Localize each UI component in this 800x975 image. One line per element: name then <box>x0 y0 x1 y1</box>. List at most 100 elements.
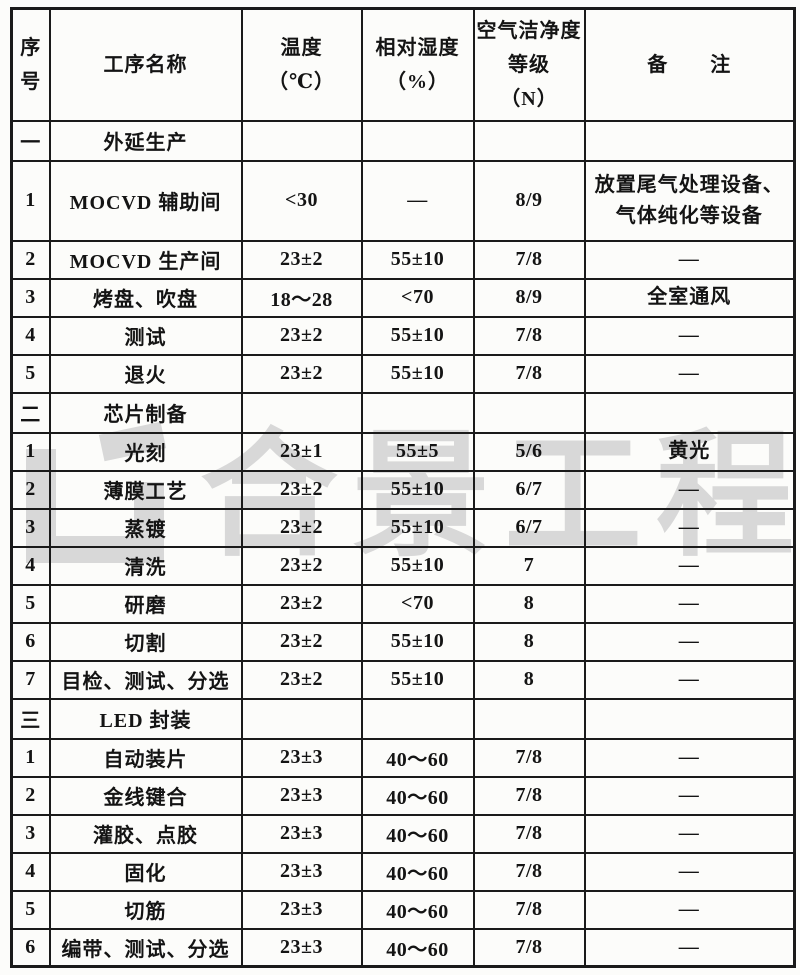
cell-cleanliness: 7/8 <box>472 927 586 968</box>
cell-process: 切割 <box>48 621 243 662</box>
cell-cleanliness: 7/8 <box>472 851 586 892</box>
cell-process: 灌胶、点胶 <box>48 813 243 854</box>
cell-humidity: — <box>360 159 475 242</box>
table-row: 3 灌胶、点胶 23±3 40～60 7/8 — <box>10 813 796 854</box>
section-row: 三 LED 封装 <box>10 697 796 740</box>
cell-process: MOCVD 辅助间 <box>48 159 243 242</box>
cell-remark: — <box>583 775 796 816</box>
cell-process: 固化 <box>48 851 243 892</box>
cell-cleanliness: 8 <box>472 659 586 700</box>
cell-temperature: 23±2 <box>240 583 363 624</box>
cell-cleanliness: 8/9 <box>472 159 586 242</box>
cell-remark: — <box>583 239 796 280</box>
cell-remark: — <box>583 659 796 700</box>
cell-temperature: 23±2 <box>240 621 363 662</box>
header-temperature: 温度 （℃） <box>240 7 363 122</box>
table-row: 3 烤盘、吹盘 18～28 <70 8/9 全室通风 <box>10 277 796 318</box>
cell-temperature: 23±3 <box>240 851 363 892</box>
cell-humidity: 40～60 <box>360 813 475 854</box>
cell-remark: — <box>583 889 796 930</box>
cell-temperature: 23±2 <box>240 239 363 280</box>
cell-remark: — <box>583 927 796 968</box>
cell-index: 2 <box>10 239 51 280</box>
table-row: 1 光刻 23±1 55±5 5/6 黄光 <box>10 431 796 472</box>
cell-temperature: 23±2 <box>240 469 363 510</box>
header-index: 序号 <box>10 7 51 122</box>
table-header-row: 序号 工序名称 温度 （℃） 相对湿度 （%） 空气洁净度 等级 （N） 备 注 <box>10 7 796 122</box>
cell-cleanliness: 7/8 <box>472 813 586 854</box>
cell-temperature: 23±1 <box>240 431 363 472</box>
table-row: 5 退火 23±2 55±10 7/8 — <box>10 353 796 394</box>
cell-remark: 放置尾气处理设备、 气体纯化等设备 <box>583 159 796 242</box>
cell-index: 三 <box>10 697 51 740</box>
cell-cleanliness <box>472 697 586 740</box>
cell-cleanliness <box>472 119 586 162</box>
cell-temperature <box>240 391 363 434</box>
table-body: 一 外延生产 1 MOCVD 辅助间 <30 — 8/9 放置尾气处理设备、 气… <box>10 119 796 968</box>
cell-temperature <box>240 697 363 740</box>
table-row: 3 蒸镀 23±2 55±10 6/7 — <box>10 507 796 548</box>
cell-process: 清洗 <box>48 545 243 586</box>
cell-humidity: 40～60 <box>360 737 475 778</box>
cell-cleanliness: 7/8 <box>472 353 586 394</box>
cell-cleanliness: 6/7 <box>472 507 586 548</box>
cell-index: 1 <box>10 431 51 472</box>
cell-index: 2 <box>10 469 51 510</box>
cell-remark: 黄光 <box>583 431 796 472</box>
cell-process: 芯片制备 <box>48 391 243 434</box>
table-row: 2 薄膜工艺 23±2 55±10 6/7 — <box>10 469 796 510</box>
cell-temperature: 23±3 <box>240 813 363 854</box>
process-environment-table: 序号 工序名称 温度 （℃） 相对湿度 （%） 空气洁净度 等级 （N） 备 注… <box>10 7 796 968</box>
cell-humidity: <70 <box>360 277 475 318</box>
cell-index: 3 <box>10 813 51 854</box>
cell-cleanliness: 7/8 <box>472 239 586 280</box>
table-row: 6 切割 23±2 55±10 8 — <box>10 621 796 662</box>
cell-humidity: 55±5 <box>360 431 475 472</box>
cell-process: 外延生产 <box>48 119 243 162</box>
cell-humidity: 40～60 <box>360 889 475 930</box>
cell-process: 光刻 <box>48 431 243 472</box>
cell-humidity: 55±10 <box>360 315 475 356</box>
cell-humidity: <70 <box>360 583 475 624</box>
cell-remark: 全室通风 <box>583 277 796 318</box>
cell-index: 4 <box>10 545 51 586</box>
cell-process: 研磨 <box>48 583 243 624</box>
cell-index: 二 <box>10 391 51 434</box>
header-process: 工序名称 <box>48 7 243 122</box>
cell-humidity: 55±10 <box>360 507 475 548</box>
cell-process: LED 封装 <box>48 697 243 740</box>
cell-index: 一 <box>10 119 51 162</box>
cell-remark <box>583 697 796 740</box>
cell-index: 3 <box>10 277 51 318</box>
header-remarks: 备 注 <box>583 7 796 122</box>
table-row: 6 编带、测试、分选 23±3 40～60 7/8 — <box>10 927 796 968</box>
cell-cleanliness: 7 <box>472 545 586 586</box>
cell-remark <box>583 119 796 162</box>
cell-index: 1 <box>10 159 51 242</box>
section-row: 一 外延生产 <box>10 119 796 162</box>
cell-remark: — <box>583 315 796 356</box>
cell-humidity: 55±10 <box>360 545 475 586</box>
cell-remark: — <box>583 469 796 510</box>
cell-process: 蒸镀 <box>48 507 243 548</box>
cell-index: 4 <box>10 851 51 892</box>
cell-temperature: 23±2 <box>240 315 363 356</box>
table-row: 7 目检、测试、分选 23±2 55±10 8 — <box>10 659 796 700</box>
cell-index: 5 <box>10 583 51 624</box>
cell-temperature: 23±3 <box>240 927 363 968</box>
cell-humidity: 40～60 <box>360 927 475 968</box>
cell-humidity: 40～60 <box>360 775 475 816</box>
cell-temperature: 23±3 <box>240 737 363 778</box>
table-row: 5 研磨 23±2 <70 8 — <box>10 583 796 624</box>
header-cleanliness: 空气洁净度 等级 （N） <box>472 7 586 122</box>
cell-cleanliness: 7/8 <box>472 315 586 356</box>
cell-process: 自动装片 <box>48 737 243 778</box>
cell-process: 测试 <box>48 315 243 356</box>
cell-process: 编带、测试、分选 <box>48 927 243 968</box>
table-row: 5 切筋 23±3 40～60 7/8 — <box>10 889 796 930</box>
cell-remark: — <box>583 583 796 624</box>
cell-humidity <box>360 391 475 434</box>
table-row: 1 自动装片 23±3 40～60 7/8 — <box>10 737 796 778</box>
cell-humidity: 55±10 <box>360 239 475 280</box>
